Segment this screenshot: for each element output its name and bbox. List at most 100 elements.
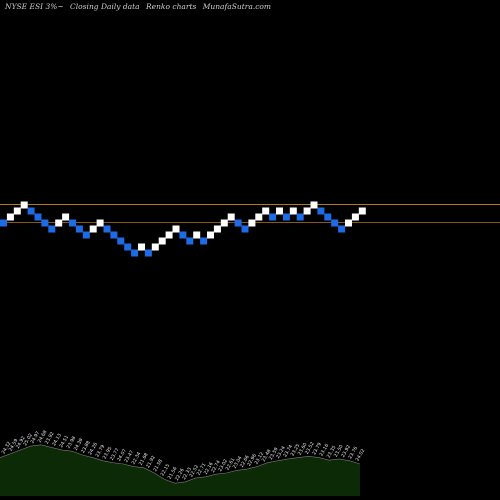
renko-brick xyxy=(82,231,90,239)
volume-price-label: 23.59 xyxy=(268,447,280,461)
volume-price-label: 23.92 xyxy=(44,431,56,445)
site-label: MunafaSutra.com xyxy=(202,2,272,11)
volume-price-label: 23.95 xyxy=(102,446,114,460)
volume-price-label: 22.26 xyxy=(174,467,186,481)
renko-brick xyxy=(48,225,56,233)
volume-price-label: 24.13 xyxy=(51,433,63,447)
renko-brick xyxy=(213,225,221,233)
volume-price-label: 24.39 xyxy=(73,437,85,451)
renko-brick xyxy=(124,243,132,251)
volume-price-label: 23.76 xyxy=(347,446,359,460)
renko-brick xyxy=(89,225,97,233)
renko-brick xyxy=(227,213,235,221)
renko-brick xyxy=(41,219,49,227)
chart-header: NYSE ESI 3%~ Closing Daily data Renko ch… xyxy=(5,2,275,11)
renko-brick xyxy=(20,201,28,209)
renko-brick xyxy=(6,213,14,221)
renko-brick xyxy=(151,243,159,251)
renko-brick xyxy=(34,213,42,221)
volume-price-label: 23.48 xyxy=(261,449,273,463)
renko-brick xyxy=(96,219,104,227)
volume-price-label: 23.74 xyxy=(282,444,294,458)
volume-price-label: 24.68 xyxy=(37,429,49,443)
volume-price-label: 22.33 xyxy=(181,467,193,481)
volume-price-label: 23.77 xyxy=(109,447,121,461)
renko-brick xyxy=(55,219,63,227)
volume-price-label: 23.04 xyxy=(232,455,244,469)
renko-brick xyxy=(13,207,21,215)
volume-price-label: 24.59 xyxy=(8,438,20,452)
volume-price-label: 22.34 xyxy=(131,451,143,465)
volume-price-label: 24.07 xyxy=(116,448,128,462)
volume-price-label: 22.96 xyxy=(246,453,258,467)
volume-price-label: 21.68 xyxy=(138,452,150,466)
renko-brick xyxy=(351,213,359,221)
renko-brick xyxy=(158,237,166,245)
renko-brick xyxy=(262,207,270,215)
renko-brick xyxy=(193,231,201,239)
volume-price-label: 23.88 xyxy=(80,440,92,454)
renko-brick xyxy=(269,213,277,221)
volume-price-label: 24.02 xyxy=(355,448,367,462)
volume-price-label: 23.60 xyxy=(297,442,309,456)
renko-brick xyxy=(220,219,228,227)
renko-brick xyxy=(255,213,263,221)
renko-brick xyxy=(276,207,283,215)
renko-brick xyxy=(358,207,366,215)
renko-brick xyxy=(324,213,332,221)
volume-price-label: 21.56 xyxy=(167,466,179,480)
renko-brick xyxy=(0,219,7,227)
renko-brick xyxy=(117,237,125,245)
volume-price-label: 23.79 xyxy=(94,444,106,458)
renko-brick xyxy=(186,237,194,245)
volume-price-label: 21.92 xyxy=(145,455,157,469)
renko-brick xyxy=(75,225,83,233)
renko-brick xyxy=(69,219,76,227)
renko-brick xyxy=(331,219,339,227)
volume-price-label: 22.74 xyxy=(210,459,222,473)
renko-brick xyxy=(303,207,311,215)
renko-brick xyxy=(172,225,180,233)
volume-price-label: 24.26 xyxy=(87,442,99,456)
volume-price-label: 23.52 xyxy=(304,441,316,455)
volume-price-label: 22.61 xyxy=(225,457,237,471)
renko-brick xyxy=(165,231,173,239)
volume-price-label: 23.79 xyxy=(311,442,323,456)
volume-price-label: 23.98 xyxy=(66,435,78,449)
renko-brick xyxy=(296,213,304,221)
renko-brick xyxy=(282,213,290,221)
renko-brick xyxy=(310,201,318,209)
volume-price-label: 23.16 xyxy=(318,443,330,457)
renko-brick xyxy=(338,225,346,233)
renko-brick xyxy=(289,207,297,215)
ticker-label: NYSE ESI 3%~ xyxy=(5,2,64,11)
renko-brick xyxy=(200,237,208,245)
chart-style-label: Renko charts xyxy=(146,2,197,11)
volume-price-label: 24.92 xyxy=(15,435,27,449)
volume-price-label: 24.32 xyxy=(1,441,13,455)
renko-brick xyxy=(144,249,152,257)
renko-brick xyxy=(248,219,256,227)
renko-brick xyxy=(27,207,35,215)
volume-price-label: 23.02 xyxy=(217,458,229,472)
renko-brick xyxy=(110,231,118,239)
renko-brick xyxy=(138,243,145,251)
volume-outline xyxy=(0,444,361,484)
volume-price-label: 23.35 xyxy=(326,445,338,459)
renko-brick xyxy=(62,213,70,221)
volume-price-label: 21.58 xyxy=(152,458,164,472)
volume-price-label: 23.47 xyxy=(123,449,135,463)
volume-price-label: 24.51 xyxy=(58,434,70,448)
renko-brick xyxy=(103,225,111,233)
volume-price-label: 22.16 xyxy=(203,461,215,475)
volume-area xyxy=(0,444,360,496)
volume-price-label: 24.97 xyxy=(29,430,41,444)
volume-price-label: 23.24 xyxy=(275,445,287,459)
volume-price-label: 22.52 xyxy=(188,464,200,478)
volume-price-label: 23.50 xyxy=(333,444,345,458)
volume-price-label: 22.15 xyxy=(159,463,171,477)
chart-kind-label: Closing Daily data xyxy=(70,2,140,11)
renko-brick xyxy=(179,231,187,239)
